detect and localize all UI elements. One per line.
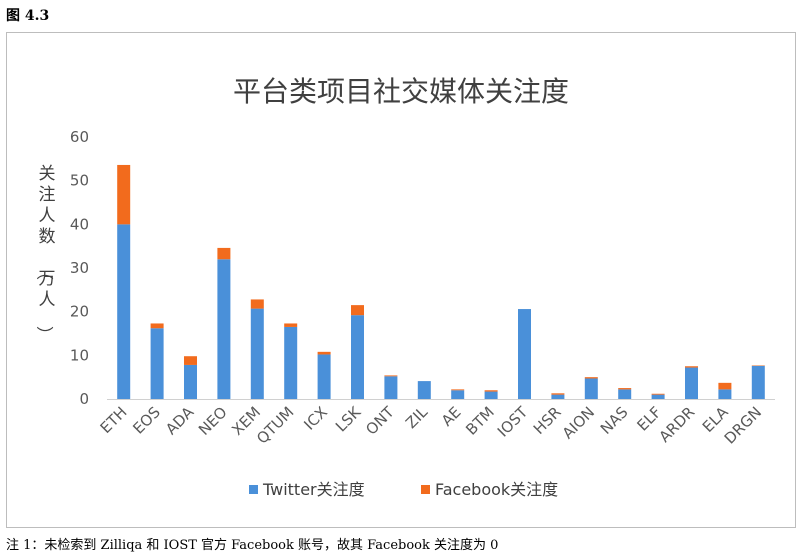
bar-twitter-eos bbox=[150, 328, 164, 399]
x-tick-label: LSK bbox=[332, 402, 365, 435]
bar-facebook-aion bbox=[584, 377, 598, 379]
bar-facebook-hsr bbox=[551, 393, 565, 395]
figure-label: 图 4.3 bbox=[6, 8, 50, 24]
bar-facebook-ont bbox=[384, 375, 398, 377]
y-tick-label: 20 bbox=[70, 303, 89, 321]
bar-facebook-eth bbox=[117, 164, 131, 225]
x-tick-label: QTUM bbox=[253, 403, 297, 447]
bar-facebook-neo bbox=[217, 247, 231, 260]
bar-twitter-ela bbox=[718, 389, 732, 399]
x-tick-label: ADA bbox=[162, 403, 198, 439]
x-tick-label: ZIL bbox=[402, 403, 431, 432]
bar-twitter-zil bbox=[417, 381, 431, 399]
x-tick-label: ETH bbox=[97, 403, 131, 437]
bar-twitter-btm bbox=[484, 391, 498, 399]
x-tick-label: EOS bbox=[129, 403, 164, 438]
x-tick-label: AE bbox=[438, 403, 465, 430]
y-tick-label: 0 bbox=[79, 390, 89, 408]
chart-container: 平台类项目社交媒体关注度 关注人数（万人） 0 10 20 30 40 50 60 ETH E… bbox=[6, 32, 796, 528]
x-tick-label: NEO bbox=[195, 403, 231, 439]
bar-facebook-ada bbox=[184, 356, 197, 365]
bar-facebook-qtum bbox=[284, 323, 298, 327]
bar-facebook-lsk bbox=[351, 305, 364, 316]
bar-twitter-ardr bbox=[685, 367, 698, 399]
bar-facebook-ardr bbox=[685, 366, 698, 368]
bar-twitter-eth bbox=[117, 224, 131, 399]
bar-twitter-hsr bbox=[551, 394, 565, 399]
bar-facebook-elf bbox=[651, 393, 665, 395]
bar-facebook-ae bbox=[451, 389, 465, 391]
x-tick-label: ICX bbox=[300, 403, 331, 434]
bar-twitter-drgn bbox=[751, 365, 765, 399]
y-tick-label: 10 bbox=[70, 346, 89, 364]
legend-label: Facebook关注度 bbox=[435, 480, 558, 499]
bars-group bbox=[117, 164, 765, 399]
bar-twitter-ae bbox=[451, 390, 465, 399]
legend-label: Twitter关注度 bbox=[262, 480, 365, 499]
bar-twitter-neo bbox=[217, 259, 231, 399]
y-tick-label: 40 bbox=[70, 215, 89, 233]
x-tick-label: IOST bbox=[494, 403, 532, 441]
y-axis: 0 10 20 30 40 50 60 bbox=[70, 128, 89, 408]
bar-twitter-aion bbox=[584, 378, 598, 399]
y-tick-label: 30 bbox=[70, 259, 89, 277]
bar-twitter-ada bbox=[184, 364, 197, 399]
bar-twitter-nas bbox=[618, 389, 632, 399]
bar-twitter-ont bbox=[384, 376, 398, 399]
bar-twitter-xem bbox=[250, 308, 264, 399]
bar-facebook-icx bbox=[317, 351, 331, 355]
bar-chart: 平台类项目社交媒体关注度 关注人数（万人） 0 10 20 30 40 50 60 ETHE… bbox=[34, 75, 775, 499]
x-tick-label: ONT bbox=[362, 403, 398, 439]
bar-twitter-elf bbox=[651, 394, 665, 399]
bar-facebook-btm bbox=[484, 390, 498, 392]
x-tick-label: NAS bbox=[597, 403, 632, 438]
bar-facebook-eos bbox=[150, 323, 164, 329]
x-tick-label: AION bbox=[559, 403, 598, 442]
bar-twitter-lsk bbox=[351, 315, 364, 399]
bar-facebook-nas bbox=[618, 388, 632, 390]
bar-facebook-ela bbox=[718, 382, 732, 390]
footnote: 注 1：未检索到 Zilliqa 和 IOST 官方 Facebook 账号，故… bbox=[6, 538, 499, 553]
x-tick-label: DRGN bbox=[721, 403, 765, 447]
legend-swatch bbox=[421, 485, 430, 494]
legend-swatch bbox=[249, 485, 258, 494]
y-tick-label: 60 bbox=[70, 128, 89, 146]
x-tick-label: BTM bbox=[462, 403, 498, 439]
x-tick-label: HSR bbox=[530, 403, 565, 438]
y-tick-label: 50 bbox=[70, 172, 89, 190]
chart-title: 平台类项目社交媒体关注度 bbox=[233, 75, 569, 108]
bar-twitter-icx bbox=[317, 354, 331, 399]
bar-facebook-xem bbox=[250, 299, 264, 309]
bar-twitter-iost bbox=[518, 309, 531, 399]
bar-twitter-qtum bbox=[284, 326, 298, 399]
y-axis-label: 关注人数（万人） bbox=[34, 164, 56, 343]
legend: Twitter关注度 Facebook关注度 bbox=[249, 480, 558, 499]
x-tick-label: ARDR bbox=[655, 403, 698, 446]
